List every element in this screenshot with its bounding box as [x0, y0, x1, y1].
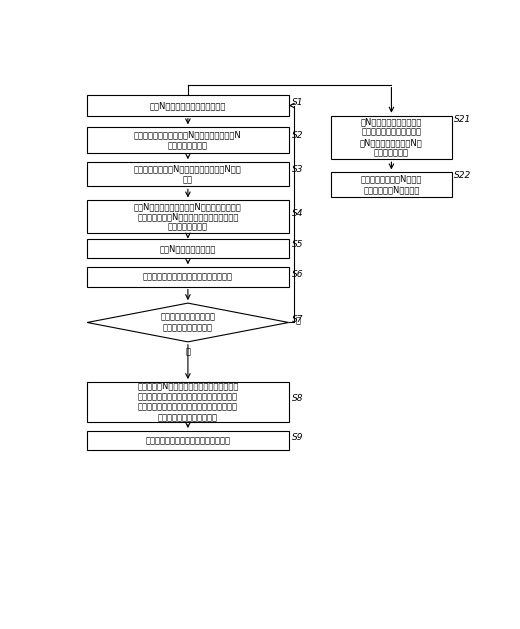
Text: S5: S5	[292, 240, 303, 250]
Text: S1: S1	[292, 97, 303, 107]
Text: S4: S4	[292, 209, 303, 218]
Text: 否: 否	[295, 316, 301, 325]
Text: S9: S9	[292, 433, 303, 442]
Text: 输入光模块的电信号的电
流值达到预设电流值？: 输入光模块的电信号的电 流值达到预设电流值？	[160, 313, 215, 332]
FancyBboxPatch shape	[87, 127, 289, 153]
Polygon shape	[87, 303, 289, 342]
Text: S22: S22	[454, 171, 471, 181]
Text: 从光功率计的输出端获取N路单模光纤输出的N
路光信号的光功率: 从光功率计的输出端获取N路单模光纤输出的N 路光信号的光功率	[134, 131, 242, 150]
Text: S8: S8	[292, 394, 303, 403]
Text: 在N路光信号输出的初始阶
段，从光功率计的输出端获
取N路单模光纤输出的N路
光信号的光功率: 在N路光信号输出的初始阶 段，从光功率计的输出端获 取N路单模光纤输出的N路 光…	[360, 118, 423, 158]
Text: 调节N路光学透镜阵列的空间位置: 调节N路光学透镜阵列的空间位置	[150, 101, 226, 110]
Text: 基于存储的N路光信号的光功率和输入电信号
的电流值，针对每路光信号，显示光功率与输
入电信号电流值的关系曲线，以便于判断每路
光信号对应光通道的一致性: 基于存储的N路光信号的光功率和输入电信号 的电流值，针对每路光信号，显示光功率与…	[137, 382, 239, 422]
FancyBboxPatch shape	[87, 238, 289, 258]
Text: S6: S6	[292, 270, 303, 279]
Text: 以第二分辨率显示N路光信
号的光功率为N个直方图: 以第二分辨率显示N路光信 号的光功率为N个直方图	[361, 175, 422, 194]
FancyBboxPatch shape	[87, 431, 289, 450]
Text: 基于N个直方图的状态调整N路光学透镜阵列的
空间位置，以使N个直方图的顶端位于第一标
线和第二标线之间: 基于N个直方图的状态调整N路光学透镜阵列的 空间位置，以使N个直方图的顶端位于第…	[134, 202, 242, 232]
Text: 存储N路光信号的光功率: 存储N路光信号的光功率	[160, 244, 216, 253]
Text: 以第一分辨率显示N路光信号的光功率为N个直
方图: 以第一分辨率显示N路光信号的光功率为N个直 方图	[134, 165, 242, 184]
FancyBboxPatch shape	[87, 201, 289, 233]
Text: S21: S21	[454, 114, 471, 123]
Text: S3: S3	[292, 165, 303, 174]
FancyBboxPatch shape	[87, 382, 289, 422]
FancyBboxPatch shape	[331, 116, 452, 159]
FancyBboxPatch shape	[87, 162, 289, 186]
Text: S7: S7	[292, 315, 303, 324]
FancyBboxPatch shape	[87, 267, 289, 287]
Text: 是: 是	[186, 348, 190, 357]
Text: 显示一致性上限曲线和一致性下限曲线: 显示一致性上限曲线和一致性下限曲线	[146, 436, 230, 445]
Text: S2: S2	[292, 131, 303, 140]
FancyBboxPatch shape	[331, 172, 452, 196]
Text: 增大或减小光模块的输入电信号的电流值: 增大或减小光模块的输入电信号的电流值	[143, 272, 233, 281]
FancyBboxPatch shape	[87, 96, 289, 116]
